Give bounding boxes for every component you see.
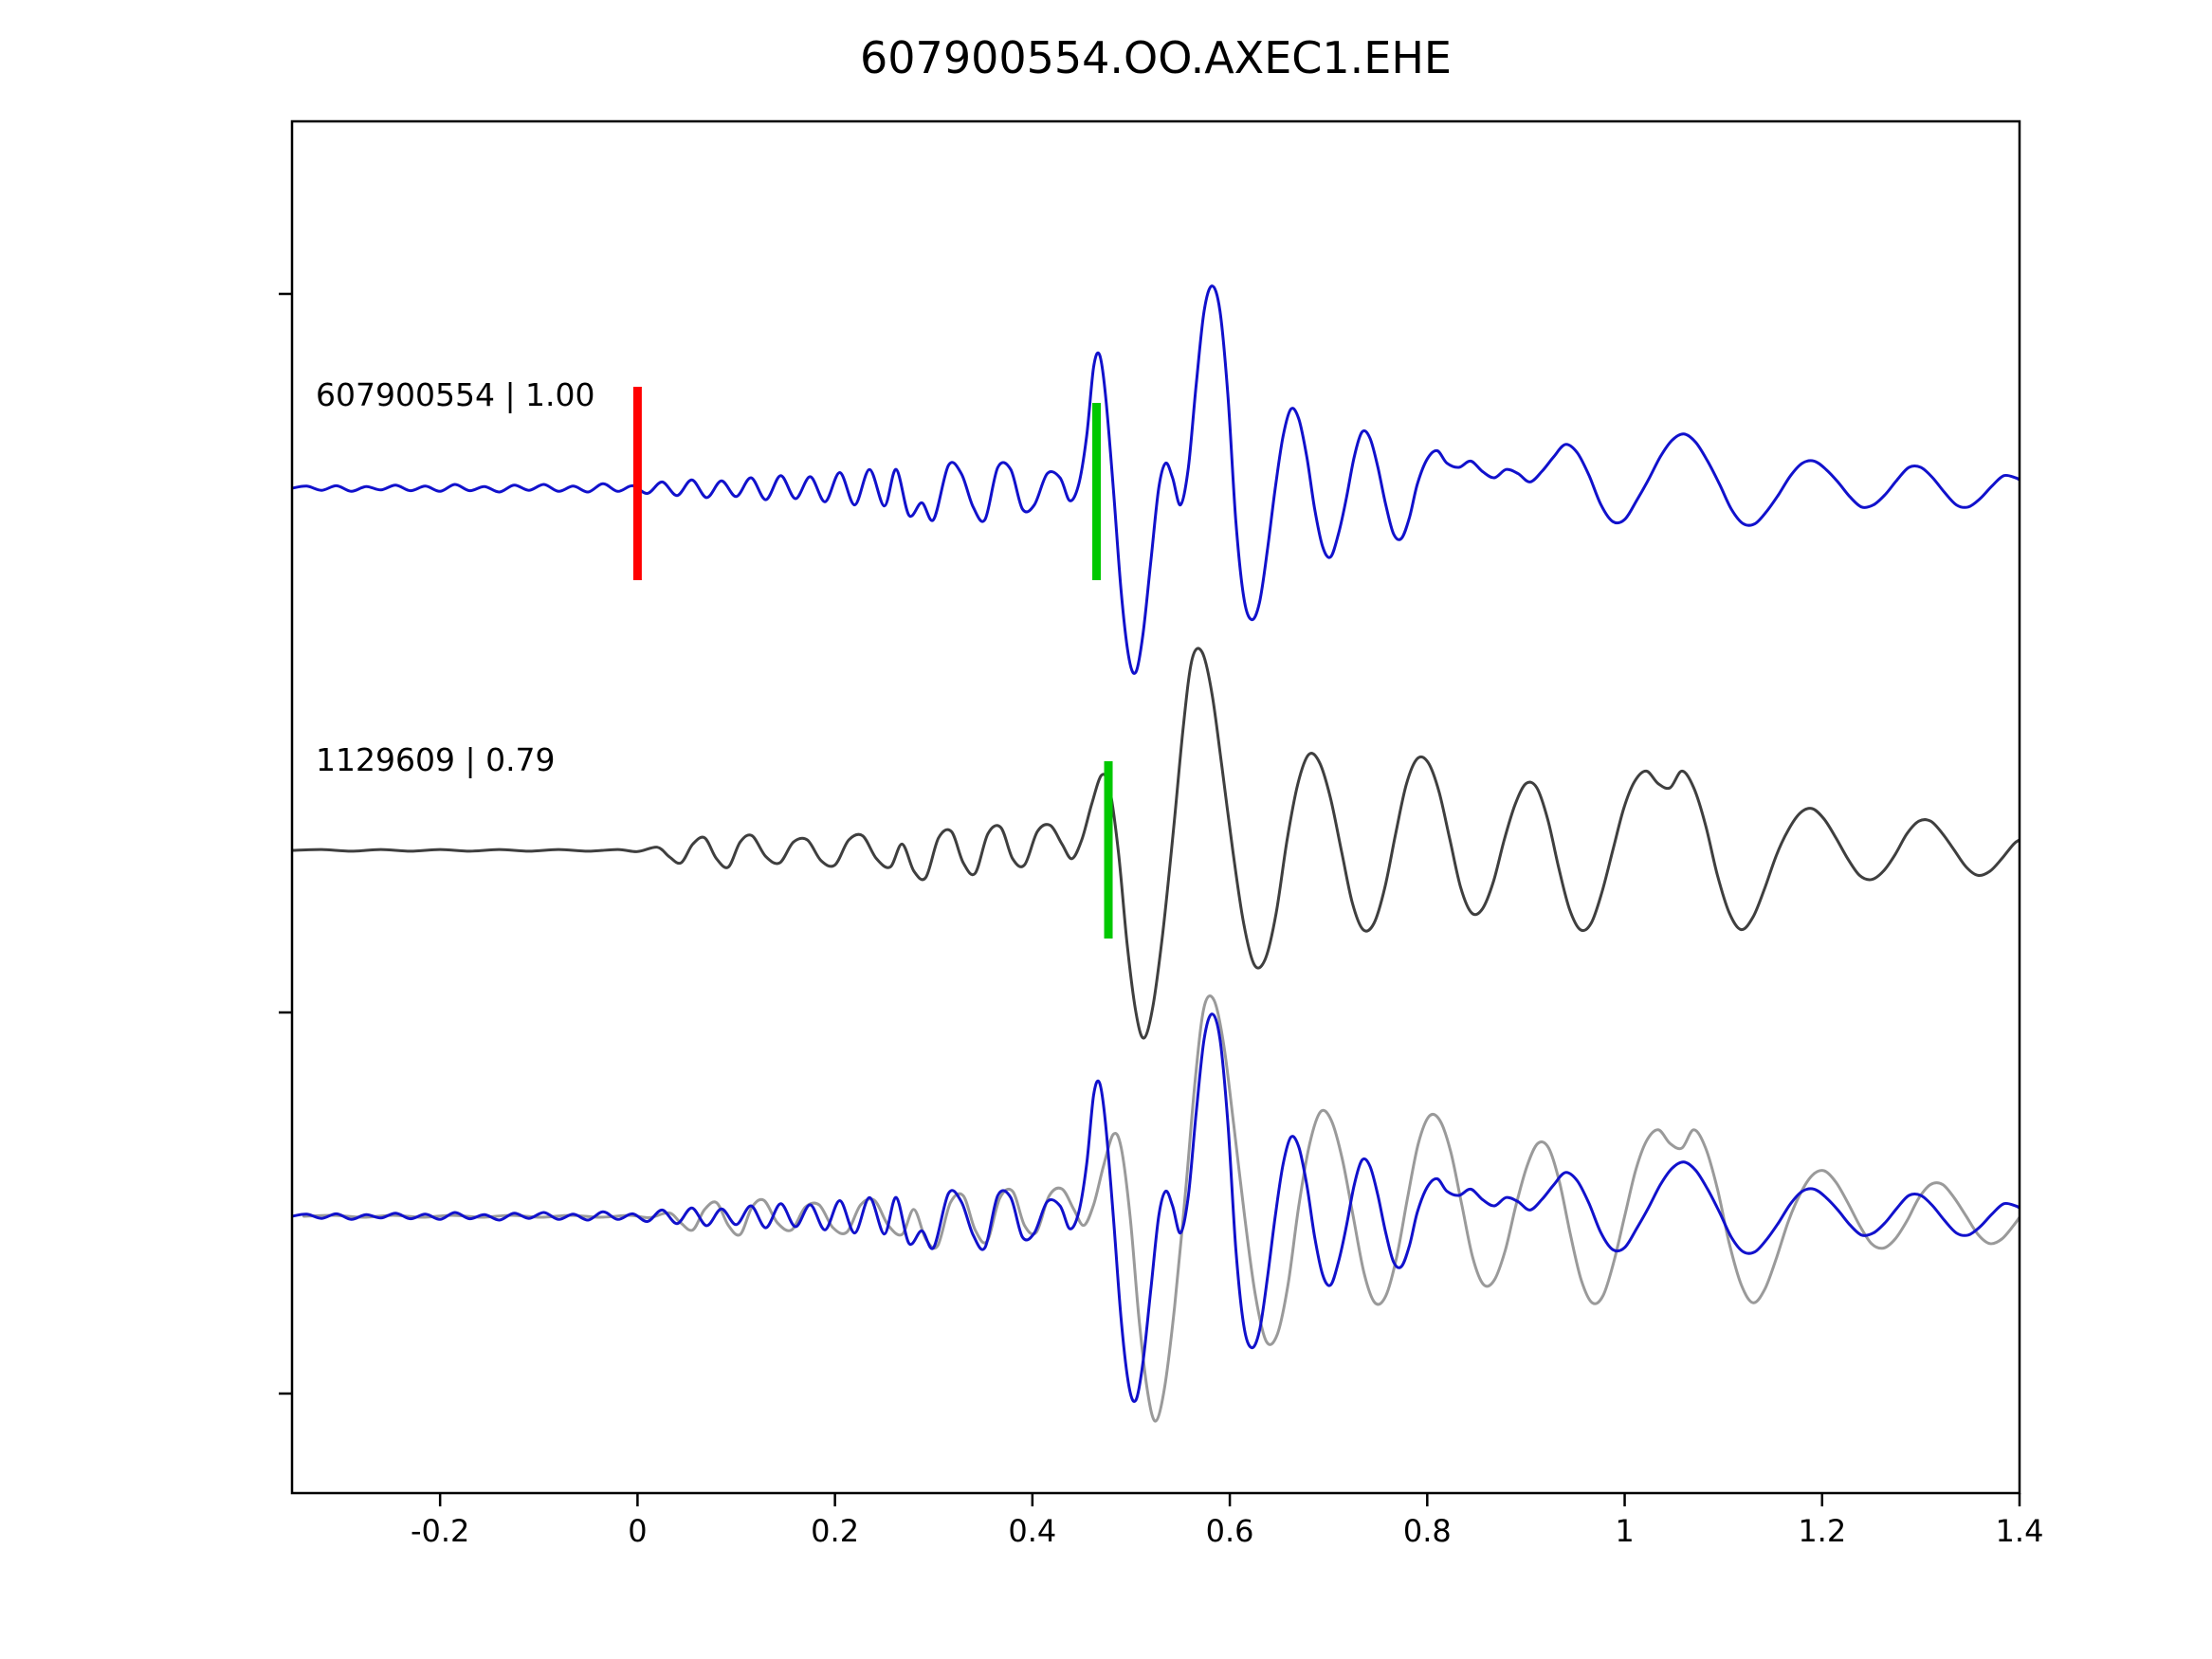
- waveform-detection-detection-row: [292, 647, 2020, 1040]
- x-tick-label: 1.4: [1995, 1513, 2044, 1549]
- trace-label-template: 607900554 | 1.00: [316, 376, 595, 413]
- x-tick-label: 0.2: [811, 1513, 860, 1549]
- x-tick-label: 1: [1615, 1513, 1635, 1549]
- x-tick-label: 0.8: [1402, 1513, 1452, 1549]
- x-tick-label: 0: [628, 1513, 648, 1549]
- x-tick-label: 0.4: [1008, 1513, 1057, 1549]
- traces-group: [292, 284, 2020, 1423]
- waveform-template-template-row: [292, 284, 2020, 675]
- waveform-template-overlay-row: [292, 1012, 2020, 1403]
- trace-label-detection: 1129609 | 0.79: [316, 741, 556, 778]
- waveform-detection-overlay-row: [302, 994, 2020, 1423]
- plot-border: [290, 119, 2021, 1495]
- x-tick-label: 1.2: [1798, 1513, 1847, 1549]
- x-tick-label: 0.6: [1205, 1513, 1254, 1549]
- chart-title: 607900554.OO.AXEC1.EHE: [860, 32, 1452, 83]
- x-tick-label: -0.2: [410, 1513, 470, 1549]
